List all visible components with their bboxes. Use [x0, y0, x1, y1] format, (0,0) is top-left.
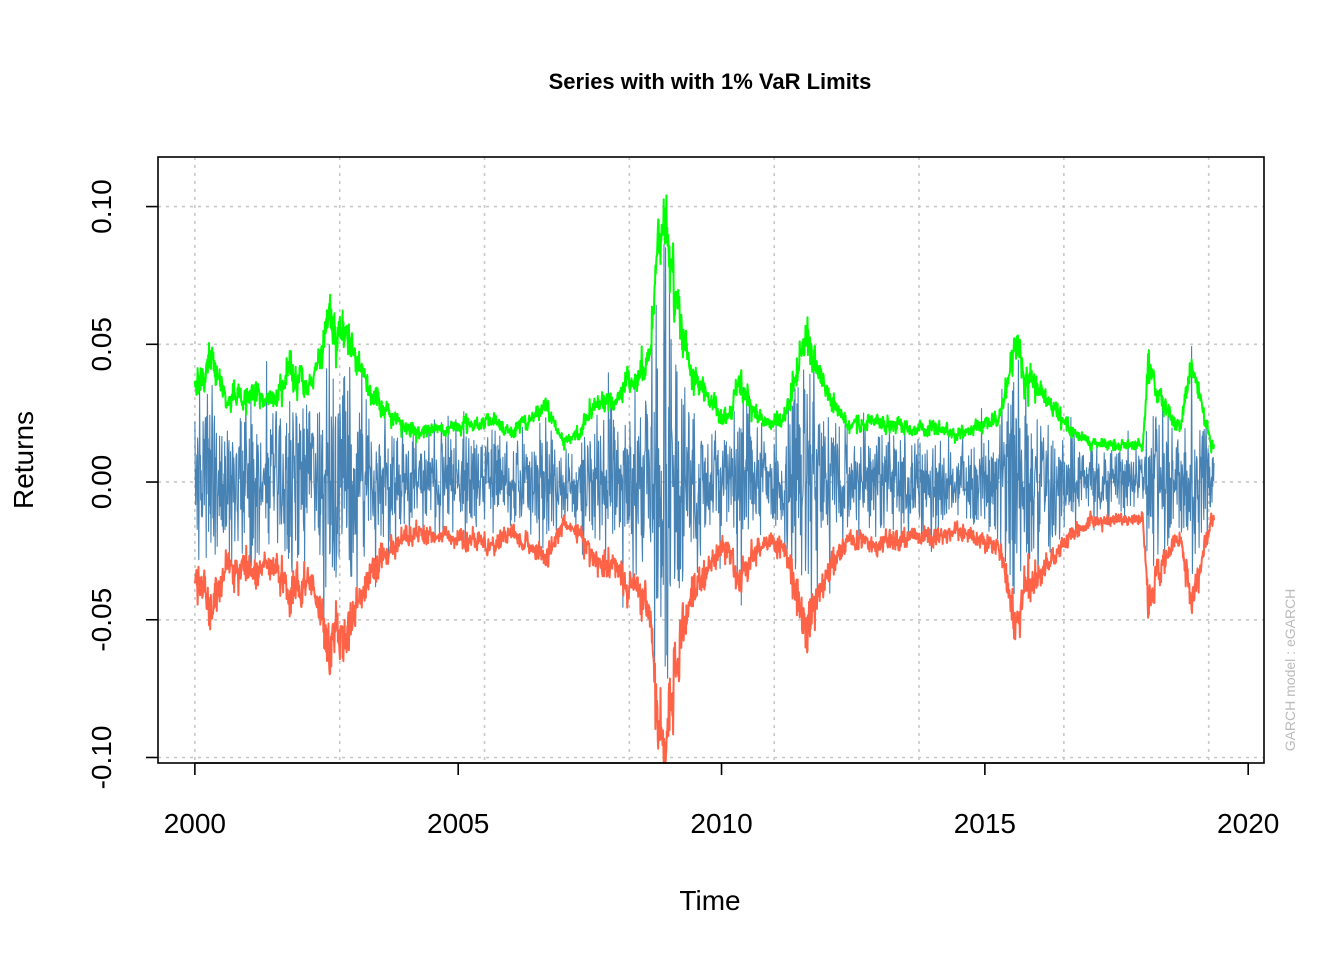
x-axis-label: Time [679, 885, 740, 916]
y-axis: -0.10 -0.05 0.00 0.05 0.10 [86, 179, 158, 789]
series-layer [193, 194, 1215, 764]
y-tick-label: -0.05 [86, 588, 117, 652]
chart-title: Series with with 1% VaR Limits [549, 69, 872, 94]
x-axis: 2000 2005 2010 2015 2020 [164, 762, 1279, 839]
x-tick-label: 2005 [427, 808, 489, 839]
y-axis-label: Returns [8, 411, 39, 509]
series-returns-line [194, 244, 1215, 679]
series-upper-var-line [193, 194, 1215, 454]
y-tick-label: -0.10 [86, 726, 117, 790]
y-tick-label: 0.00 [86, 455, 117, 510]
y-tick-label: 0.10 [86, 179, 117, 234]
y-tick-label: 0.05 [86, 317, 117, 372]
grid-lines [158, 157, 1264, 763]
plot-frame [157, 156, 1265, 764]
series-lower-var-line [193, 510, 1215, 764]
x-tick-label: 2015 [954, 808, 1016, 839]
x-tick-label: 2020 [1217, 808, 1279, 839]
model-annotation: GARCH model : eGARCH [1282, 589, 1298, 752]
x-tick-label: 2010 [690, 808, 752, 839]
x-tick-label: 2000 [164, 808, 226, 839]
